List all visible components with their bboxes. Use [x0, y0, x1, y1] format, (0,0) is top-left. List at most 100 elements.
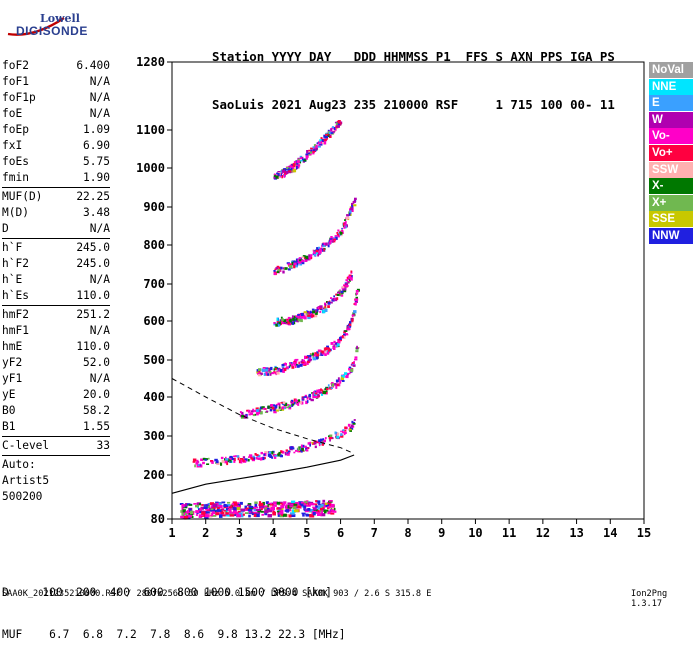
echo-point — [280, 505, 285, 509]
echo-point — [313, 146, 316, 150]
echo-point — [278, 368, 281, 372]
echo-point — [283, 322, 286, 325]
echo-point — [340, 290, 344, 294]
echo-point — [315, 249, 319, 253]
echo-point — [188, 511, 192, 514]
echo-point — [309, 152, 312, 156]
logo-text-digisonde: DIGISONDE — [16, 24, 88, 38]
echo-point — [326, 351, 330, 355]
echo-point — [239, 411, 242, 414]
echo-point — [312, 355, 315, 359]
echo-point — [340, 230, 344, 232]
echo-point — [251, 410, 255, 413]
echo-point — [233, 514, 237, 516]
echo-point — [289, 508, 292, 512]
echo-point — [351, 209, 354, 212]
echo-point — [233, 459, 236, 463]
echo-point — [331, 126, 335, 129]
param-name: fmin — [2, 171, 29, 184]
echo-point — [327, 244, 330, 248]
echo-point — [327, 347, 330, 350]
param-value: N/A — [89, 75, 110, 88]
echo-point — [281, 366, 285, 368]
echo-point — [352, 362, 354, 364]
echo-point — [313, 391, 316, 393]
echo-point — [275, 267, 279, 270]
echo-point — [278, 504, 282, 506]
echo-point — [302, 397, 305, 400]
echo-point — [211, 514, 217, 517]
echo-point — [291, 365, 295, 369]
echo-point — [253, 410, 256, 412]
echo-point — [247, 504, 251, 507]
echo-point — [278, 408, 282, 410]
echo-point — [262, 407, 266, 410]
echo-point — [317, 509, 320, 513]
param-value: 1.55 — [83, 420, 110, 433]
echo-point — [292, 163, 296, 167]
echo-point — [209, 502, 215, 506]
param-separator — [2, 238, 110, 239]
echo-point — [270, 366, 273, 371]
echo-point — [343, 226, 346, 229]
echo-point — [304, 361, 307, 364]
echo-point — [255, 454, 259, 456]
echo-point — [182, 509, 186, 513]
echo-point — [276, 172, 279, 175]
legend-item: X- — [649, 178, 693, 195]
echo-point — [312, 357, 317, 361]
echo-point — [185, 503, 188, 507]
echo-point — [273, 173, 276, 176]
echo-point — [226, 462, 229, 466]
echo-point — [297, 399, 301, 402]
echo-point — [291, 500, 296, 503]
echo-point — [340, 293, 344, 297]
echo-point — [270, 507, 275, 511]
echo-point — [295, 318, 298, 321]
echo-point — [282, 401, 286, 405]
echo-point — [299, 263, 302, 266]
echo-point — [267, 514, 272, 518]
echo-point — [202, 461, 205, 465]
echo-point — [327, 511, 332, 515]
echo-point — [316, 251, 319, 255]
echo-point — [257, 457, 261, 460]
echo-point — [354, 197, 357, 200]
param-name: foEs — [2, 155, 29, 168]
header-row-labels: Station YYYY DAY DDD HHMMSS P1 FFS S AXN… — [212, 49, 615, 64]
echo-point — [308, 311, 310, 314]
echo-point — [271, 456, 274, 459]
echo-point — [296, 263, 299, 266]
echo-point — [303, 503, 306, 506]
echo-point — [289, 505, 293, 508]
param-name: C-level — [2, 439, 50, 452]
echo-point — [255, 513, 260, 518]
echo-point — [270, 404, 274, 407]
echo-point — [192, 458, 197, 462]
echo-point — [307, 153, 312, 156]
echo-point — [346, 281, 350, 283]
echo-point — [309, 254, 313, 259]
echo-point — [310, 398, 314, 402]
echo-point — [305, 513, 308, 516]
echo-point — [297, 505, 301, 509]
echo-point — [245, 508, 250, 511]
echo-point — [318, 439, 322, 442]
echo-point — [192, 461, 196, 463]
echo-point — [354, 200, 356, 203]
echo-point — [305, 356, 309, 359]
legend-item: X+ — [649, 194, 693, 211]
echo-point — [310, 151, 312, 154]
echo-point — [350, 368, 354, 372]
echo-point — [304, 509, 309, 512]
echo-point — [304, 394, 307, 397]
echo-point — [298, 501, 303, 505]
echo-point — [290, 166, 294, 168]
echo-point — [320, 248, 324, 251]
echo-point — [344, 221, 347, 225]
echo-point — [221, 508, 225, 511]
echo-point — [253, 506, 256, 509]
param-value: N/A — [89, 107, 110, 120]
echo-point — [218, 502, 222, 505]
echo-point — [212, 506, 216, 510]
